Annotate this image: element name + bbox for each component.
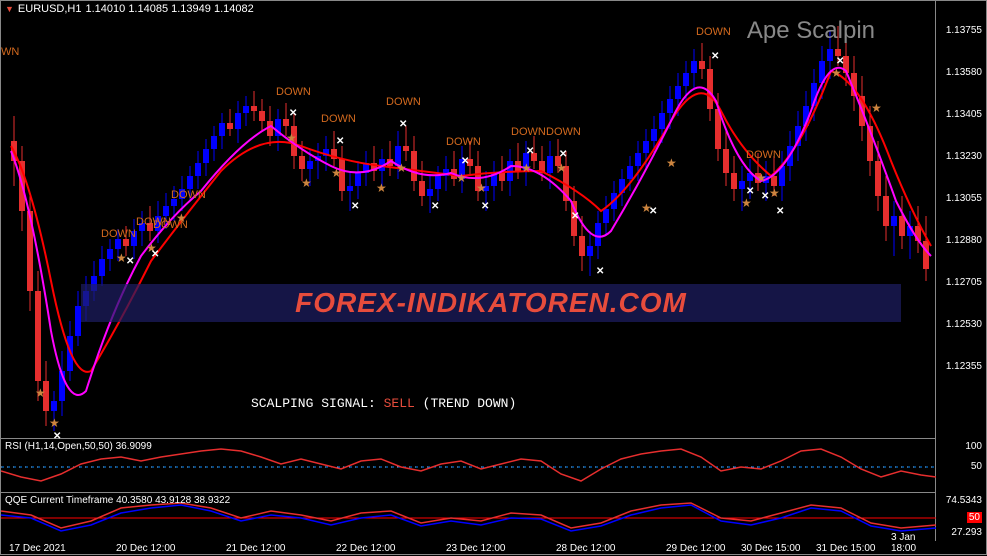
price-tick: 1.12880	[946, 235, 982, 246]
time-axis: 17 Dec 2021 20 Dec 12:00 21 Dec 12:00 22 De…	[1, 541, 936, 556]
star-marker: ★	[741, 196, 752, 210]
price-tick: 1.12355	[946, 361, 982, 372]
star-marker: ★	[331, 166, 342, 180]
rsi-tick: 50	[971, 461, 982, 472]
qqe-label: QQE Current Timeframe 40.3580 43.9128 38…	[5, 495, 230, 506]
price-tick: 1.13405	[946, 109, 982, 120]
rsi-panel[interactable]: RSI (H1,14,Open,50,50) 36.9099	[1, 439, 936, 493]
x-marker: ✕	[746, 186, 754, 197]
watermark-text: FOREX-INDIKATOREN.COM	[295, 287, 687, 319]
qqe-tick: 27.293	[951, 527, 982, 538]
watermark: FOREX-INDIKATOREN.COM	[81, 284, 901, 322]
down-label: DOWN	[321, 113, 356, 125]
star-marker: ★	[301, 176, 312, 190]
x-marker: ✕	[351, 201, 359, 212]
x-marker: ✕	[649, 206, 657, 217]
star-marker: ★	[456, 171, 467, 185]
price-tick: 1.12530	[946, 319, 982, 330]
time-tick: 20 Dec 12:00	[116, 543, 176, 554]
time-tick: 3 Jan 18:00	[891, 532, 936, 554]
down-label: DOWN	[446, 136, 481, 148]
down-label: DOWN	[696, 26, 731, 38]
x-marker: ✕	[711, 51, 719, 62]
time-tick: 23 Dec 12:00	[446, 543, 506, 554]
dropdown-icon[interactable]: ▼	[5, 4, 14, 14]
price-tick: 1.13580	[946, 67, 982, 78]
price-tick: 1.13055	[946, 193, 982, 204]
time-tick: 28 Dec 12:00	[556, 543, 616, 554]
down-label: DOWN	[546, 126, 581, 138]
x-marker: ✕	[151, 249, 159, 260]
x-marker: ✕	[481, 201, 489, 212]
star-marker: ★	[556, 161, 567, 175]
x-marker: ✕	[836, 56, 844, 67]
qqe-panel[interactable]: QQE Current Timeframe 40.3580 43.9128 38…	[1, 493, 936, 541]
rsi-tick: 100	[965, 441, 982, 452]
ohlc-label: 1.14010 1.14085 1.13949 1.14082	[86, 3, 254, 15]
star-marker: ★	[871, 101, 882, 115]
x-marker: ✕	[526, 146, 534, 157]
price-tick: 1.13755	[946, 25, 982, 36]
down-label: DOWN	[511, 126, 546, 138]
price-axis: 1.13755 1.13580 1.13405 1.13230 1.13055 1.128…	[934, 1, 986, 556]
star-marker: ★	[376, 181, 387, 195]
star-marker: ★	[769, 186, 780, 200]
star-marker: ★	[756, 171, 767, 185]
time-tick: 17 Dec 2021	[9, 543, 66, 554]
down-label: DOWN	[746, 149, 781, 161]
star-marker: ★	[666, 156, 677, 170]
signal-suffix: (TREND DOWN)	[415, 396, 516, 411]
x-marker: ✕	[761, 191, 769, 202]
star-marker: ★	[49, 416, 60, 430]
x-marker: ✕	[776, 206, 784, 217]
x-marker: ✕	[126, 256, 134, 267]
signal-prefix: SCALPING SIGNAL:	[251, 396, 384, 411]
down-label: DOWN	[276, 86, 311, 98]
main-chart-panel[interactable]: ▼ EURUSD,H1 1.14010 1.14085 1.13949 1.14…	[1, 1, 936, 439]
time-tick: 29 Dec 12:00	[666, 543, 726, 554]
price-tick: 1.12705	[946, 277, 982, 288]
brand-label: Ape Scalpin	[747, 17, 875, 45]
star-marker: ★	[396, 161, 407, 175]
x-marker: ✕	[336, 136, 344, 147]
down-label: WN	[1, 46, 19, 58]
star-marker: ★	[476, 181, 487, 195]
x-marker: ✕	[289, 108, 297, 119]
chart-header: ▼ EURUSD,H1 1.14010 1.14085 1.13949 1.14…	[5, 3, 254, 15]
x-marker: ✕	[431, 201, 439, 212]
price-tick: 1.13230	[946, 151, 982, 162]
star-marker: ★	[286, 131, 297, 145]
rsi-label: RSI (H1,14,Open,50,50) 36.9099	[5, 441, 152, 452]
x-marker: ✕	[461, 156, 469, 167]
star-marker: ★	[521, 161, 532, 175]
x-marker: ✕	[596, 266, 604, 277]
chart-container: ▼ EURUSD,H1 1.14010 1.14085 1.13949 1.14…	[0, 0, 987, 555]
down-label: DOWN	[153, 219, 188, 231]
signal-text: SCALPING SIGNAL: SELL (TREND DOWN)	[251, 396, 516, 411]
qqe-tick: 74.5343	[946, 495, 982, 506]
signal-action: SELL	[384, 396, 415, 411]
time-tick: 21 Dec 12:00	[226, 543, 286, 554]
x-marker: ✕	[399, 119, 407, 130]
down-label: DOWN	[101, 228, 136, 240]
down-label: DOWN	[171, 189, 206, 201]
star-marker: ★	[831, 66, 842, 80]
x-marker: ✕	[571, 211, 579, 222]
time-tick: 30 Dec 15:00	[741, 543, 801, 554]
time-tick: 22 Dec 12:00	[336, 543, 396, 554]
x-marker: ✕	[559, 149, 567, 160]
qqe-tick: 50	[967, 512, 982, 523]
star-marker: ★	[35, 386, 46, 400]
down-label: DOWN	[386, 96, 421, 108]
time-tick: 31 Dec 15:00	[816, 543, 876, 554]
symbol-label: EURUSD,H1	[18, 3, 82, 15]
